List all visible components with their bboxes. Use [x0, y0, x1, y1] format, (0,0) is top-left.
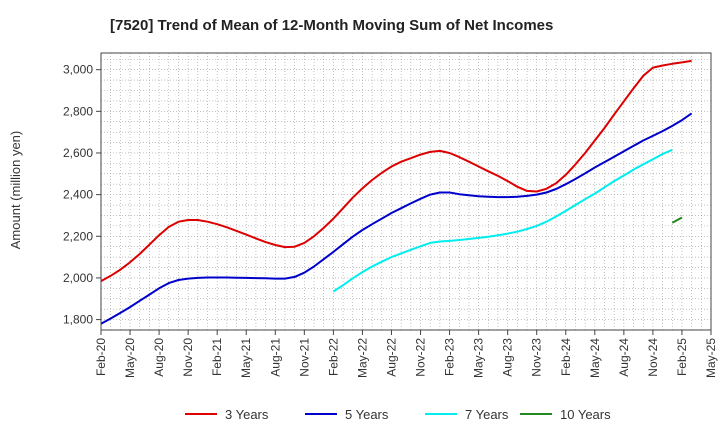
y-tick-label: 1,800: [63, 313, 93, 327]
series-line-10-years: [671, 216, 683, 224]
x-tick-label: May-23: [472, 338, 486, 378]
legend-label: 7 Years: [465, 407, 509, 422]
series-line-3-years: [100, 59, 692, 282]
x-axis-ticks: Feb-20 May-20 Aug-20 Nov-20 Feb-21 May-21 Aug-…: [94, 330, 718, 378]
x-tick-label: Aug-24: [617, 338, 631, 377]
legend-label: 10 Years: [560, 407, 611, 422]
x-tick-label: Aug-22: [384, 338, 398, 377]
y-tick-label: 2,200: [63, 229, 93, 243]
legend-item-10-years: 10 Years: [520, 407, 611, 422]
x-tick-label: Nov-22: [414, 338, 428, 377]
x-tick-label: May-20: [123, 338, 137, 378]
y-tick-label: 3,000: [63, 63, 93, 77]
x-tick-label: Feb-25: [675, 338, 689, 376]
x-tick-label: May-24: [588, 338, 602, 378]
plot-area: [101, 53, 711, 330]
legend-item-3-years: 3 Years: [185, 407, 269, 422]
y-tick-label: 2,400: [63, 188, 93, 202]
legend-label: 5 Years: [345, 407, 389, 422]
series-line-5-years: [100, 112, 693, 325]
y-tick-label: 2,000: [63, 271, 93, 285]
legend-item-5-years: 5 Years: [305, 407, 389, 422]
x-tick-label: Feb-23: [443, 338, 457, 376]
y-axis-label: Amount (million yen): [8, 131, 23, 250]
y-tick-label: 2,800: [63, 104, 93, 118]
x-tick-label: Nov-21: [297, 338, 311, 377]
x-tick-label: Aug-23: [501, 338, 515, 377]
legend: 3 Years 5 Years 7 Years 10 Years: [185, 407, 611, 422]
grid-lines: [100, 53, 712, 330]
x-tick-label: Feb-22: [326, 338, 340, 376]
series-lines: [100, 59, 693, 325]
x-tick-label: Nov-24: [646, 338, 660, 377]
x-tick-label: Aug-20: [152, 338, 166, 377]
x-tick-label: Nov-23: [530, 338, 544, 377]
x-tick-label: May-21: [239, 338, 253, 378]
legend-label: 3 Years: [225, 407, 269, 422]
x-tick-label: May-22: [355, 338, 369, 378]
x-tick-label: Feb-20: [94, 338, 108, 376]
y-tick-label: 2,600: [63, 146, 93, 160]
x-tick-label: Nov-20: [181, 338, 195, 377]
series-line-7-years: [332, 148, 673, 293]
x-tick-label: Feb-24: [559, 338, 573, 376]
x-tick-label: May-25: [704, 338, 718, 378]
plot-border: [100, 52, 712, 331]
x-tick-label: Aug-21: [268, 338, 282, 377]
y-axis-ticks: 1,800 2,000 2,200 2,400 2,600 2,800 3,000: [63, 63, 101, 327]
chart-title: [7520] Trend of Mean of 12-Month Moving …: [110, 17, 553, 34]
x-tick-label: Feb-21: [210, 338, 224, 376]
legend-item-7-years: 7 Years: [425, 407, 509, 422]
